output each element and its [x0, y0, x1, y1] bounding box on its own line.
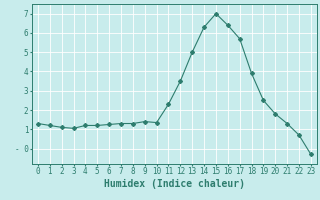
X-axis label: Humidex (Indice chaleur): Humidex (Indice chaleur)	[104, 179, 245, 189]
